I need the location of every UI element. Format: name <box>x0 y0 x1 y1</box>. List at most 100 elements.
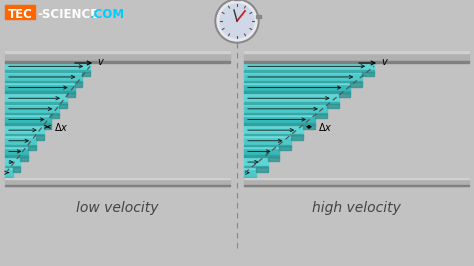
Bar <box>5 102 67 103</box>
Bar <box>5 168 13 178</box>
Bar <box>244 146 280 148</box>
Bar <box>244 135 291 137</box>
Bar <box>244 185 469 186</box>
Bar <box>51 114 59 118</box>
Bar <box>303 125 315 129</box>
Bar <box>5 81 82 82</box>
Bar <box>5 92 74 93</box>
Bar <box>244 103 327 105</box>
Text: high velocity: high velocity <box>312 201 401 215</box>
Bar <box>5 82 74 84</box>
Bar <box>5 185 230 186</box>
Bar <box>244 113 327 114</box>
Bar <box>5 125 44 135</box>
Circle shape <box>220 4 254 38</box>
Text: $\Delta x$: $\Delta x$ <box>318 121 332 133</box>
Bar <box>244 104 327 114</box>
Bar <box>5 113 59 114</box>
Bar <box>5 93 67 94</box>
Bar <box>5 61 230 63</box>
Bar <box>5 155 28 157</box>
Bar <box>5 93 67 103</box>
Bar <box>256 167 268 172</box>
Bar <box>5 135 36 137</box>
Bar <box>256 15 261 18</box>
Bar <box>244 178 469 186</box>
Bar <box>5 123 51 125</box>
Bar <box>5 51 230 53</box>
Bar <box>13 167 20 172</box>
Bar <box>244 123 315 125</box>
Bar <box>244 92 350 93</box>
Bar <box>5 178 230 186</box>
Text: $\Delta x$: $\Delta x$ <box>55 121 69 133</box>
Bar <box>5 103 59 105</box>
Bar <box>291 135 303 140</box>
Bar <box>244 102 338 103</box>
Bar <box>244 114 315 116</box>
Bar <box>5 136 36 146</box>
Bar <box>350 82 362 86</box>
Bar <box>280 146 291 150</box>
Bar <box>244 157 268 167</box>
Bar <box>36 135 44 140</box>
Text: .COM: .COM <box>90 8 125 21</box>
Bar <box>5 61 90 72</box>
Bar <box>244 72 362 82</box>
Bar <box>5 104 59 114</box>
Bar <box>244 157 268 158</box>
Bar <box>5 83 74 93</box>
Bar <box>244 145 291 146</box>
Bar <box>244 93 338 94</box>
Bar <box>244 166 268 167</box>
Bar <box>5 146 28 148</box>
Bar <box>5 157 20 158</box>
Bar <box>268 157 280 161</box>
Bar <box>67 93 74 97</box>
Bar <box>327 103 338 108</box>
Text: v: v <box>381 57 387 67</box>
Bar <box>338 93 350 97</box>
Bar <box>74 82 82 86</box>
Bar <box>244 51 469 61</box>
Bar <box>244 147 280 157</box>
Bar <box>5 157 20 167</box>
Bar <box>5 166 20 167</box>
Bar <box>5 178 230 179</box>
Bar <box>82 72 90 76</box>
Bar <box>5 51 230 61</box>
Bar <box>244 72 362 73</box>
Bar <box>244 61 469 63</box>
Bar <box>5 61 90 63</box>
Bar <box>244 61 374 72</box>
Bar <box>244 61 374 63</box>
Bar <box>5 72 82 73</box>
Bar <box>5 147 28 157</box>
Bar <box>244 51 469 53</box>
Bar <box>5 5 35 19</box>
Bar <box>5 125 44 126</box>
Bar <box>244 134 303 135</box>
Text: TEC: TEC <box>8 8 32 21</box>
Bar <box>244 168 256 178</box>
Bar <box>44 125 51 129</box>
Bar <box>244 178 469 179</box>
Bar <box>244 82 350 84</box>
Bar <box>244 70 374 72</box>
Bar <box>28 146 36 150</box>
Bar <box>5 134 44 135</box>
Text: low velocity: low velocity <box>76 201 159 215</box>
Bar <box>244 136 291 146</box>
Bar <box>244 125 303 126</box>
Bar <box>5 72 82 82</box>
Text: -SCIENCE: -SCIENCE <box>37 8 98 21</box>
Bar <box>244 83 350 93</box>
Bar <box>244 155 280 157</box>
Bar <box>362 72 374 76</box>
Bar <box>244 167 256 169</box>
Text: v: v <box>97 57 103 67</box>
Bar <box>315 114 327 118</box>
Bar <box>59 103 67 108</box>
Circle shape <box>215 0 259 43</box>
Bar <box>20 157 28 161</box>
